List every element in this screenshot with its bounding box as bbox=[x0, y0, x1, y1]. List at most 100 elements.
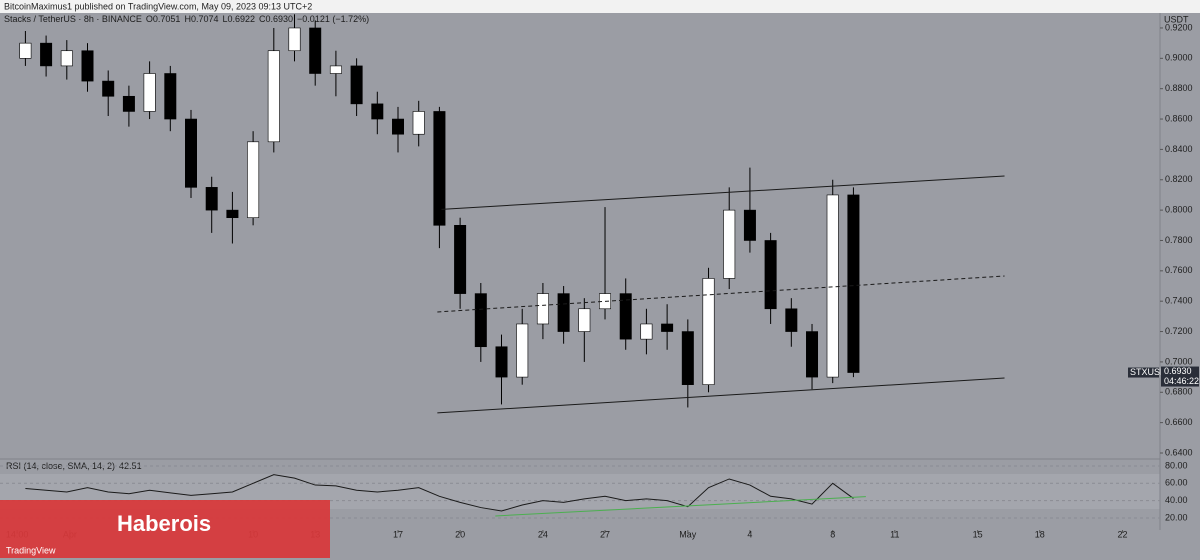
trend-line bbox=[437, 275, 1005, 313]
legend-label: O bbox=[146, 14, 153, 24]
candle-body bbox=[247, 141, 260, 219]
legend-label: C bbox=[259, 14, 266, 24]
x-tick-label: 15 bbox=[973, 529, 983, 539]
candle-body bbox=[702, 278, 715, 385]
candle-body bbox=[40, 42, 53, 67]
header-bar bbox=[0, 0, 1200, 13]
candle-body bbox=[681, 331, 694, 385]
candle-body bbox=[454, 224, 467, 294]
legend-label: H bbox=[184, 14, 191, 24]
candle-body bbox=[143, 73, 156, 112]
candle-body bbox=[205, 187, 218, 211]
candle-body bbox=[102, 80, 115, 97]
y-tick-label: 0.6400 bbox=[1165, 447, 1193, 457]
candle-body bbox=[309, 27, 322, 74]
watermark: Haberois bbox=[117, 511, 211, 536]
x-tick-label: 20 bbox=[455, 529, 465, 539]
ticker: STXUSDT bbox=[1130, 367, 1173, 377]
y-tick-label: 0.9200 bbox=[1165, 22, 1193, 32]
candle-body bbox=[164, 73, 177, 120]
candle-body bbox=[785, 308, 798, 332]
candle-body bbox=[433, 111, 446, 226]
rsi-tick-label: 40.00 bbox=[1165, 495, 1188, 505]
rsi-tick-label: 80.00 bbox=[1165, 460, 1188, 470]
candle-body bbox=[81, 50, 94, 82]
y-tick-label: 0.6600 bbox=[1165, 417, 1193, 427]
ticker-box bbox=[1128, 367, 1159, 378]
y-tick-label: 0.6800 bbox=[1165, 387, 1193, 397]
candle-body bbox=[185, 118, 197, 188]
x-tick-label: 17 bbox=[393, 529, 403, 539]
y-tick-label: 0.7200 bbox=[1165, 326, 1193, 336]
candle-body bbox=[122, 95, 135, 112]
y-tick-label: 0.7800 bbox=[1165, 235, 1193, 245]
x-tick-label: May bbox=[679, 529, 697, 539]
x-tick-label: 8 bbox=[830, 529, 835, 539]
y-tick-label: 0.9000 bbox=[1165, 53, 1193, 63]
candle-body bbox=[371, 103, 384, 120]
y-tick-label: 0.8200 bbox=[1165, 174, 1193, 184]
rsi-line bbox=[25, 474, 854, 512]
candle-body bbox=[661, 323, 674, 332]
trend-line bbox=[441, 175, 1005, 210]
y-tick-label: 0.7400 bbox=[1165, 296, 1193, 306]
legend-label: L bbox=[222, 14, 227, 24]
legend-value: 0.7074 bbox=[191, 14, 219, 24]
candle-body bbox=[764, 240, 777, 310]
countdown: 04:46:22 bbox=[1164, 376, 1199, 386]
candle-body bbox=[19, 42, 32, 59]
rsi-tick-label: 20.00 bbox=[1165, 512, 1188, 522]
last-price: 0.6930 bbox=[1164, 366, 1192, 376]
candle-body bbox=[412, 111, 425, 135]
candle-body bbox=[350, 65, 363, 105]
footer-logo: TradingView bbox=[6, 545, 56, 555]
trend-line bbox=[437, 377, 1005, 414]
x-tick-label: 22 bbox=[1118, 529, 1128, 539]
y-tick-label: 0.7600 bbox=[1165, 265, 1193, 275]
marks: 0.6400 0.6600 0.6800 0.7000 0.7200 0.7400 0.76… bbox=[0, 14, 1199, 539]
candle-body bbox=[329, 65, 342, 74]
candle-body bbox=[578, 308, 591, 332]
header: BitcoinMaximus1 published on TradingView… bbox=[4, 1, 312, 11]
rsi-tick-label: 60.00 bbox=[1165, 478, 1188, 488]
candle-body bbox=[536, 293, 549, 325]
candle-body bbox=[847, 194, 860, 373]
candle-body bbox=[743, 209, 756, 241]
candle-body bbox=[640, 323, 653, 340]
candle-body bbox=[495, 346, 508, 378]
x-tick-label: 24 bbox=[538, 529, 548, 539]
change: −0.0121 (−1.72%) bbox=[297, 14, 369, 24]
y-tick-label: 0.8600 bbox=[1165, 113, 1193, 123]
candle-body bbox=[267, 50, 280, 143]
x-tick-label: 18 bbox=[1035, 529, 1045, 539]
candle-body bbox=[516, 323, 529, 378]
y-tick-label: 0.8800 bbox=[1165, 83, 1193, 93]
candle-body bbox=[557, 293, 570, 332]
candle-body bbox=[392, 118, 405, 135]
legend-value: 0.6930 bbox=[266, 14, 294, 24]
candle-body bbox=[826, 194, 839, 378]
legend: Stacks / TetherUS · 8h · BINANCE O0.7051 H… bbox=[4, 14, 369, 24]
y-tick-label: 0.8000 bbox=[1165, 204, 1193, 214]
legend-value: 0.7051 bbox=[153, 14, 181, 24]
candle-body bbox=[60, 50, 73, 67]
candle-body bbox=[226, 209, 239, 219]
candle-body bbox=[723, 209, 736, 279]
candle-body bbox=[288, 27, 301, 52]
trend-line bbox=[495, 496, 866, 517]
y-tick-label: 0.7000 bbox=[1165, 356, 1193, 366]
symbol: Stacks / TetherUS · 8h · BINANCE bbox=[4, 14, 142, 24]
axis-unit: USDT bbox=[1164, 14, 1189, 24]
candle-body bbox=[806, 331, 819, 378]
x-tick-label: 27 bbox=[600, 529, 610, 539]
candle-body bbox=[474, 293, 487, 348]
price-box bbox=[1161, 366, 1199, 387]
watermark-banner bbox=[0, 500, 330, 558]
candle-body bbox=[619, 293, 632, 340]
y-tick-label: 0.8400 bbox=[1165, 144, 1193, 154]
x-tick-label: 4 bbox=[747, 529, 752, 539]
legend-value: 0.6922 bbox=[227, 14, 255, 24]
rsi-last: 42.51 bbox=[119, 461, 142, 471]
